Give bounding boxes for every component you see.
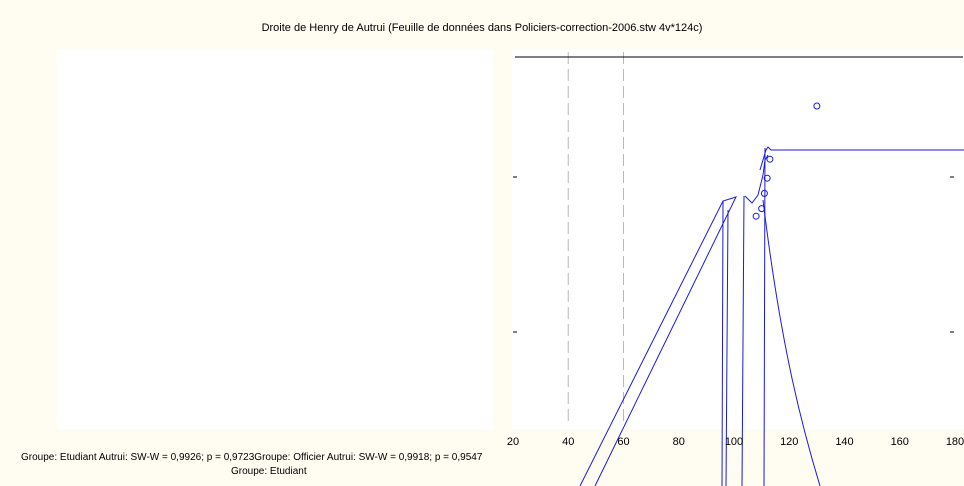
x-tick-label: 60 — [617, 436, 629, 448]
x-tick-label: 120 — [780, 436, 798, 448]
x-tick-label: 80 — [673, 436, 685, 448]
data-point — [758, 205, 766, 213]
data-point — [760, 189, 768, 197]
x-tick-label: 40 — [562, 436, 574, 448]
footer-stats-line: Groupe: Etudiant Autrui: SW-W = 0,9926; … — [21, 452, 483, 463]
x-tick-label: 140 — [835, 436, 853, 448]
axis-frame — [513, 56, 963, 333]
x-tick-label: 20 — [507, 436, 519, 448]
x-tick-label: 180 — [946, 436, 964, 448]
curve-line — [763, 147, 766, 486]
data-point — [752, 212, 760, 220]
blank-plot-panel — [57, 49, 493, 429]
curve-line — [744, 154, 769, 204]
curve-line — [725, 209, 729, 486]
curve-line — [741, 195, 745, 486]
x-tick-labels: 20 40 60 80 100 120 140 160 180 — [507, 436, 964, 448]
plot-panel — [512, 49, 964, 429]
curve-line — [721, 200, 724, 486]
chart-title: Droite de Henry de Autrui (Feuille de do… — [261, 22, 703, 34]
grid-lines — [567, 52, 624, 424]
data-point — [766, 155, 774, 163]
x-tick-label: 100 — [725, 436, 743, 448]
curve-line — [759, 146, 964, 171]
probability-curves — [579, 146, 964, 486]
x-tick-label: 160 — [891, 436, 909, 448]
curve-line — [762, 199, 821, 486]
data-point — [763, 174, 771, 182]
data-points — [752, 102, 821, 220]
footer-group-line: Groupe: Etudiant — [231, 466, 307, 477]
curve-line — [579, 196, 737, 486]
data-point — [813, 102, 821, 110]
